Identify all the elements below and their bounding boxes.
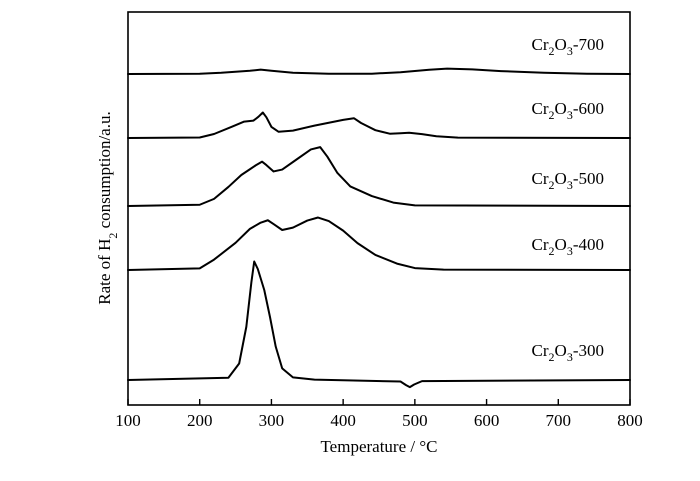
x-tick-label: 400 <box>330 411 356 430</box>
series-labels: Cr2O3-700 Cr2O3-600 Cr2O3-500 Cr2O3-400 Cr2O… <box>532 35 604 364</box>
series-line-cr2o3-700 <box>127 67 631 75</box>
series-label-cr2o3-300: Cr2O3-300 <box>532 341 604 364</box>
y-axis-label: Rate of H2 consumption/a.u. <box>95 111 120 304</box>
x-tick-label: 100 <box>115 411 141 430</box>
series-line-cr2o3-500 <box>127 146 631 207</box>
series-label-cr2o3-600: Cr2O3-600 <box>532 99 604 122</box>
x-tick-label: 800 <box>617 411 643 430</box>
series-label-cr2o3-400: Cr2O3-400 <box>532 235 604 258</box>
series-line-cr2o3-600 <box>127 111 631 139</box>
series-line-cr2o3-400 <box>127 216 631 271</box>
x-axis-label: Temperature / °C <box>320 437 437 456</box>
plot-frame <box>127 11 631 406</box>
series-label-cr2o3-700: Cr2O3-700 <box>532 35 604 58</box>
x-tick-label: 500 <box>402 411 428 430</box>
x-tick-label: 300 <box>259 411 285 430</box>
x-tick-label: 700 <box>546 411 572 430</box>
x-axis-ticks: 100 200 300 400 500 600 700 800 <box>115 399 643 430</box>
series-label-cr2o3-500: Cr2O3-500 <box>532 169 604 192</box>
series-line-cr2o3-300 <box>127 260 631 389</box>
x-tick-label: 200 <box>187 411 213 430</box>
x-tick-label: 600 <box>474 411 500 430</box>
series-layer <box>127 67 631 389</box>
